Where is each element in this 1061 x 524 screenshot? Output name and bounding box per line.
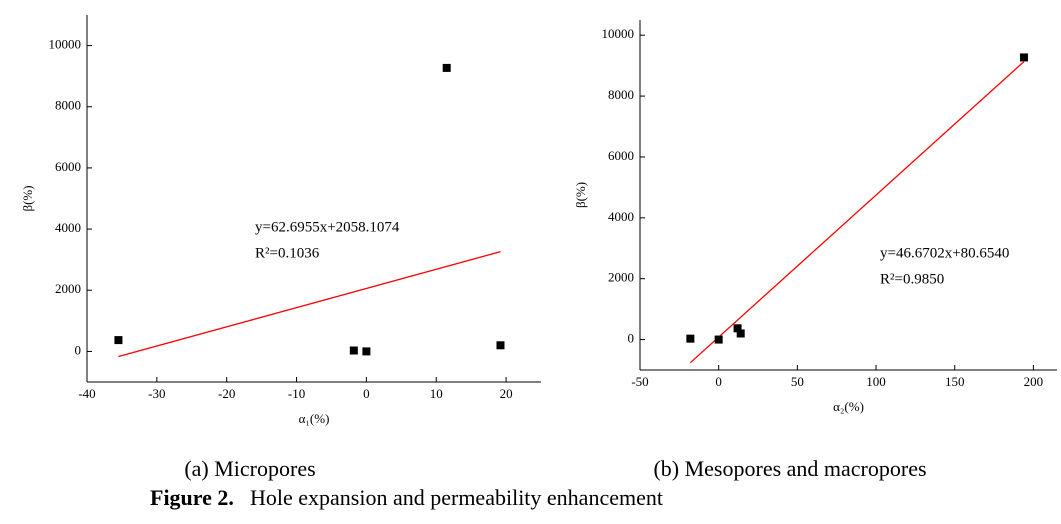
y-tick-label: 6000 [55,159,81,174]
y-tick-label: 2000 [55,281,81,296]
point [733,324,742,333]
y-tick-label: 10000 [602,26,635,41]
fit-r2: R²=0.9850 [880,271,944,287]
point [114,336,123,345]
figure-caption: Hole expansion and permeability enhancem… [250,485,663,510]
x-tick-label: 20 [500,386,513,401]
x-tick-label: -50 [631,374,648,389]
y-tick-label: 6000 [608,148,634,163]
point [442,63,451,72]
x-tick-label: -10 [288,386,305,401]
x-tick-label: 10 [430,386,443,401]
y-tick-label: 10000 [49,37,82,52]
point [714,335,723,344]
point [736,329,745,338]
fit-line [689,61,1025,364]
point [496,341,505,350]
fit-equation: y=62.6955x+2058.1074 [255,219,400,235]
point [1019,53,1028,62]
y-axis-label: β(%) [20,185,35,211]
y-tick-label: 0 [628,331,635,346]
point [686,334,695,343]
caption: (a) Micropores [184,456,315,481]
x-tick-label: 0 [715,374,722,389]
caption: (b) Mesopores and macropores [653,456,926,481]
y-axis-label: β(%) [573,182,588,208]
point [362,347,371,356]
fit-equation: y=46.6702x+80.6540 [880,245,1009,261]
x-tick-label: 100 [866,374,886,389]
x-tick-label: -30 [148,386,165,401]
y-tick-label: 8000 [55,98,81,113]
y-tick-label: 2000 [608,270,634,285]
x-axis-label: α₁(%) [299,411,330,426]
fit-line [118,251,501,358]
fit-r2: R²=0.1036 [255,245,320,261]
y-tick-label: 0 [75,342,82,357]
y-tick-label: 4000 [55,220,81,235]
x-tick-label: 0 [363,386,370,401]
x-tick-label: 50 [791,374,804,389]
x-tick-label: 150 [945,374,965,389]
y-tick-label: 8000 [608,87,634,102]
x-axis-label: α₂(%) [833,399,864,414]
x-tick-label: 200 [1024,374,1044,389]
y-tick-label: 4000 [608,209,634,224]
x-tick-label: -40 [78,386,95,401]
x-tick-label: -20 [218,386,235,401]
figure-label: Figure 2. [150,485,234,510]
point [349,346,358,355]
